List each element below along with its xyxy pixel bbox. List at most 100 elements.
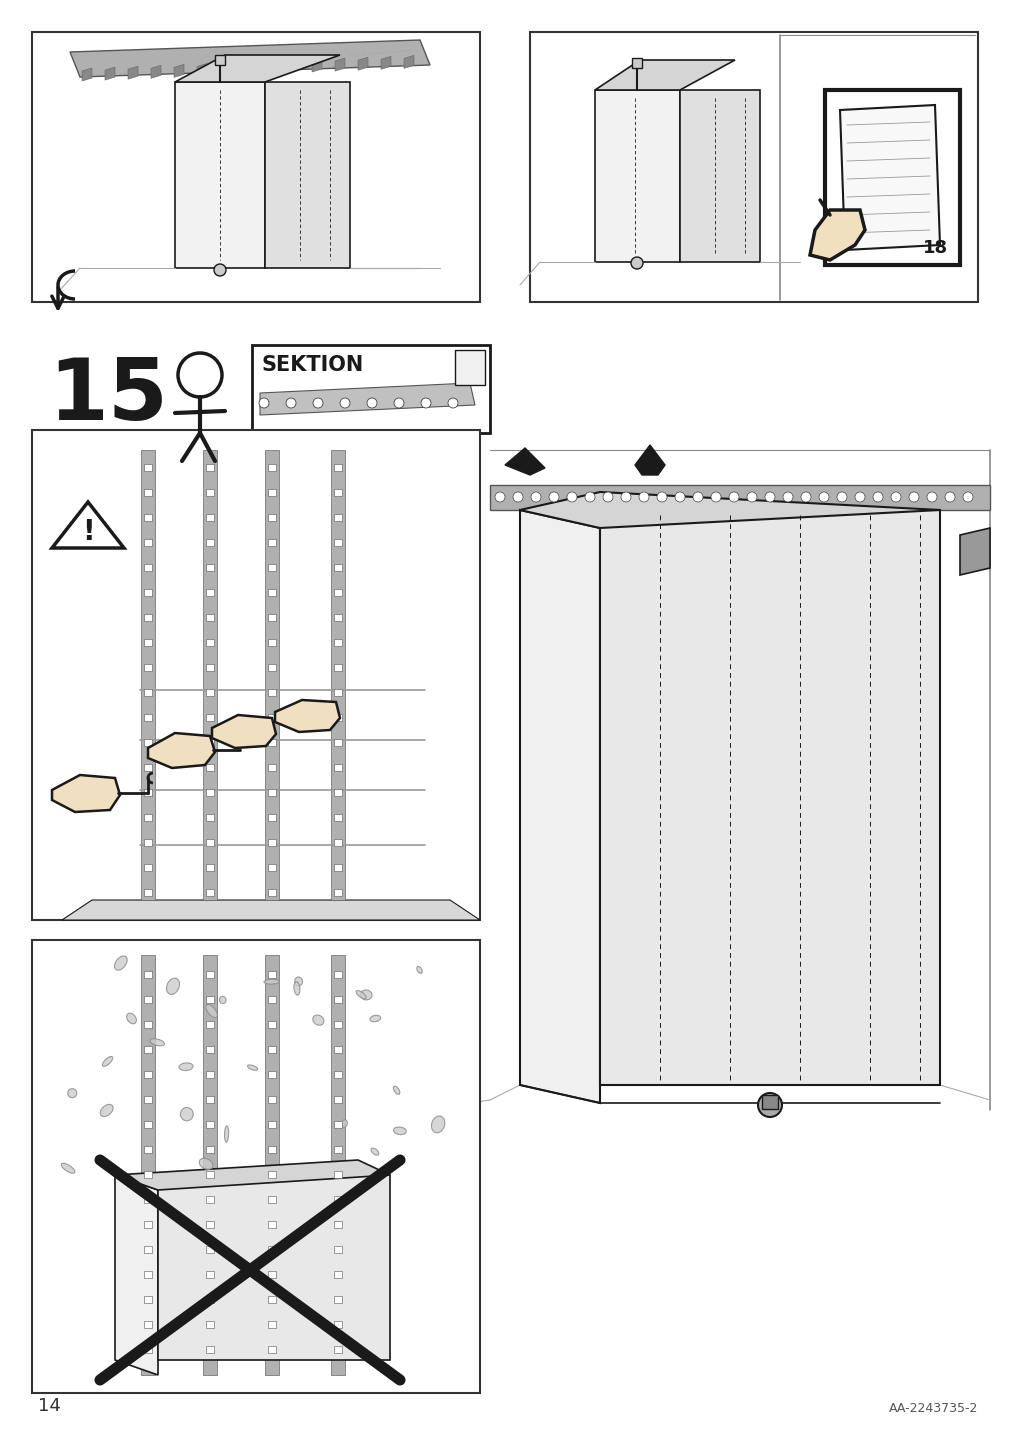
- Bar: [252, 345, 489, 432]
- Circle shape: [213, 263, 225, 276]
- Bar: [144, 639, 152, 646]
- Ellipse shape: [264, 979, 279, 984]
- Bar: [144, 1171, 152, 1179]
- Bar: [268, 1221, 276, 1229]
- Bar: [144, 839, 152, 846]
- Bar: [334, 1021, 342, 1028]
- Bar: [334, 514, 342, 521]
- Polygon shape: [594, 90, 679, 262]
- Ellipse shape: [371, 1148, 378, 1156]
- Polygon shape: [331, 955, 345, 1375]
- Bar: [334, 1146, 342, 1153]
- Circle shape: [421, 398, 431, 408]
- Bar: [334, 971, 342, 978]
- Bar: [268, 538, 276, 546]
- Ellipse shape: [219, 997, 225, 1004]
- Polygon shape: [158, 1176, 389, 1360]
- Bar: [268, 664, 276, 672]
- Polygon shape: [520, 510, 600, 1103]
- Ellipse shape: [167, 978, 179, 994]
- Polygon shape: [634, 445, 664, 475]
- Polygon shape: [358, 57, 368, 70]
- Bar: [206, 813, 213, 821]
- Bar: [144, 715, 152, 720]
- Bar: [206, 863, 213, 871]
- Ellipse shape: [360, 990, 372, 1000]
- Bar: [206, 715, 213, 720]
- Ellipse shape: [199, 1158, 212, 1170]
- Bar: [268, 488, 276, 495]
- Bar: [206, 1121, 213, 1128]
- Ellipse shape: [393, 1087, 399, 1094]
- Bar: [334, 1346, 342, 1353]
- Bar: [144, 514, 152, 521]
- Circle shape: [854, 493, 864, 503]
- Bar: [206, 589, 213, 596]
- Polygon shape: [489, 485, 989, 510]
- Polygon shape: [203, 955, 216, 1375]
- Polygon shape: [809, 211, 864, 261]
- Bar: [206, 1221, 213, 1229]
- Polygon shape: [600, 510, 939, 1085]
- Bar: [32, 939, 479, 1393]
- Polygon shape: [265, 450, 279, 899]
- Bar: [334, 1121, 342, 1128]
- Circle shape: [908, 493, 918, 503]
- Bar: [268, 863, 276, 871]
- Bar: [206, 1196, 213, 1203]
- Circle shape: [656, 493, 666, 503]
- Circle shape: [764, 493, 774, 503]
- Bar: [268, 689, 276, 696]
- Polygon shape: [275, 700, 340, 732]
- Bar: [268, 889, 276, 896]
- Bar: [334, 739, 342, 746]
- Bar: [206, 564, 213, 571]
- Polygon shape: [504, 448, 545, 475]
- Bar: [761, 1095, 777, 1108]
- Polygon shape: [403, 56, 413, 69]
- Bar: [144, 863, 152, 871]
- Bar: [268, 789, 276, 796]
- Bar: [268, 739, 276, 746]
- Bar: [144, 1196, 152, 1203]
- Bar: [144, 789, 152, 796]
- Bar: [206, 1246, 213, 1253]
- Bar: [824, 90, 959, 265]
- Bar: [268, 614, 276, 621]
- Bar: [334, 1272, 342, 1277]
- Bar: [206, 1272, 213, 1277]
- Text: SEKTION: SEKTION: [262, 355, 364, 375]
- Bar: [144, 589, 152, 596]
- Bar: [144, 1095, 152, 1103]
- Bar: [632, 59, 641, 67]
- Bar: [206, 1296, 213, 1303]
- Ellipse shape: [179, 1063, 193, 1071]
- Circle shape: [872, 493, 883, 503]
- Bar: [334, 614, 342, 621]
- Circle shape: [531, 493, 541, 503]
- Bar: [334, 464, 342, 471]
- Bar: [334, 1221, 342, 1229]
- Bar: [144, 564, 152, 571]
- Bar: [144, 1021, 152, 1028]
- Bar: [206, 971, 213, 978]
- Bar: [206, 689, 213, 696]
- Polygon shape: [175, 82, 265, 268]
- Bar: [206, 1021, 213, 1028]
- Polygon shape: [959, 528, 989, 576]
- Polygon shape: [70, 40, 430, 77]
- Bar: [206, 839, 213, 846]
- Circle shape: [836, 493, 846, 503]
- Bar: [206, 1071, 213, 1078]
- Polygon shape: [839, 105, 939, 251]
- Bar: [206, 765, 213, 770]
- Bar: [334, 997, 342, 1002]
- Bar: [334, 1095, 342, 1103]
- Text: !: !: [82, 518, 94, 546]
- Polygon shape: [52, 775, 120, 812]
- Polygon shape: [115, 1160, 389, 1190]
- Polygon shape: [82, 67, 92, 82]
- Bar: [334, 1071, 342, 1078]
- Ellipse shape: [68, 1088, 77, 1098]
- Bar: [144, 1320, 152, 1327]
